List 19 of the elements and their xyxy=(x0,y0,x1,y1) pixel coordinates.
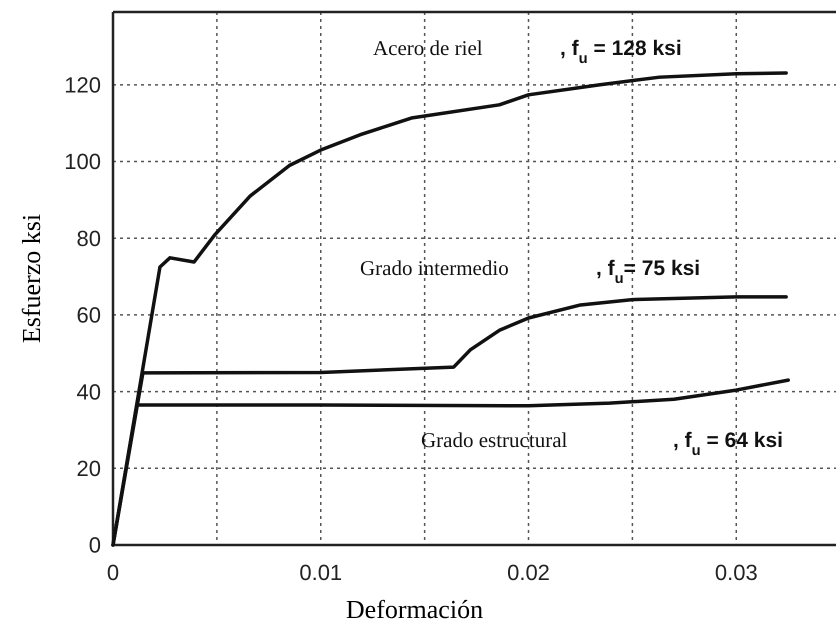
x-tick-label: 0.03 xyxy=(714,560,758,585)
y-tick-label: 80 xyxy=(76,226,101,251)
series-label: Grado estructural xyxy=(421,428,568,452)
annotation: , f$_{u}$= 75 ksi xyxy=(596,257,700,287)
annotation: , f$_{u}$ = 64 ksi xyxy=(673,429,783,459)
x-tick-label: 0 xyxy=(106,560,120,585)
y-tick-label: 100 xyxy=(64,149,101,174)
text: Acero de riel xyxy=(373,36,483,60)
y-tick-label: 60 xyxy=(76,302,101,328)
y-axis-title: Esfuerzo ksi xyxy=(17,214,46,344)
x-tick-label: 0.01 xyxy=(299,560,342,585)
y-tick-label: 0 xyxy=(88,532,101,558)
y-tick-label: 120 xyxy=(64,72,101,98)
x-axis-title: Deformación xyxy=(346,595,484,624)
text: Grado intermedio xyxy=(360,256,509,280)
annotation: , f$_{u}$ = 128 ksi xyxy=(560,37,682,67)
y-tick-label: 20 xyxy=(76,456,101,482)
x-tick-label: 0.02 xyxy=(507,560,550,585)
y-tick-label: 40 xyxy=(76,379,101,404)
